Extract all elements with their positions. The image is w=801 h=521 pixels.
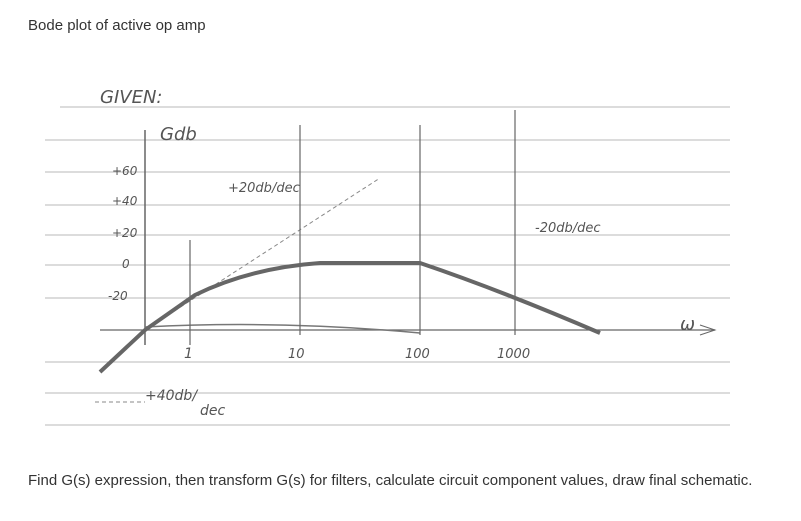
annotation: -20db/dec: [535, 221, 601, 236]
x-tick-label: 1000: [497, 347, 530, 362]
sketch: GIVEN: Gdb +60 +40 +20 0 -20 1 10 100 10…: [45, 87, 730, 426]
footer-text: Find G(s) expression, then transform G(s…: [28, 472, 753, 489]
title: Bode plot of active op amp: [28, 17, 206, 34]
given-label: GIVEN:: [100, 87, 162, 108]
ruled-lines: [45, 106, 730, 426]
response-curve: [98, 261, 601, 374]
y-tick-label: +40: [112, 194, 138, 208]
annotation: +20db/dec: [228, 181, 300, 196]
x-tick-label: 1: [184, 346, 193, 362]
asymptote: [144, 177, 381, 331]
y-tick-label: +60: [112, 164, 138, 178]
y-label: Gdb: [160, 124, 197, 145]
y-tick-label: +20: [112, 226, 138, 240]
y-tick-label: -20: [108, 289, 128, 303]
annotation: dec: [200, 403, 226, 419]
axis-arrow: [699, 324, 717, 336]
low-line: [144, 323, 421, 334]
x-label: ω: [680, 314, 695, 335]
x-tick-label: 100: [405, 347, 430, 362]
x-tick-marks: [189, 110, 516, 345]
y-tick-label: 0: [122, 257, 130, 271]
x-tick-label: 10: [288, 347, 305, 362]
annotation: +40db/: [145, 388, 198, 404]
